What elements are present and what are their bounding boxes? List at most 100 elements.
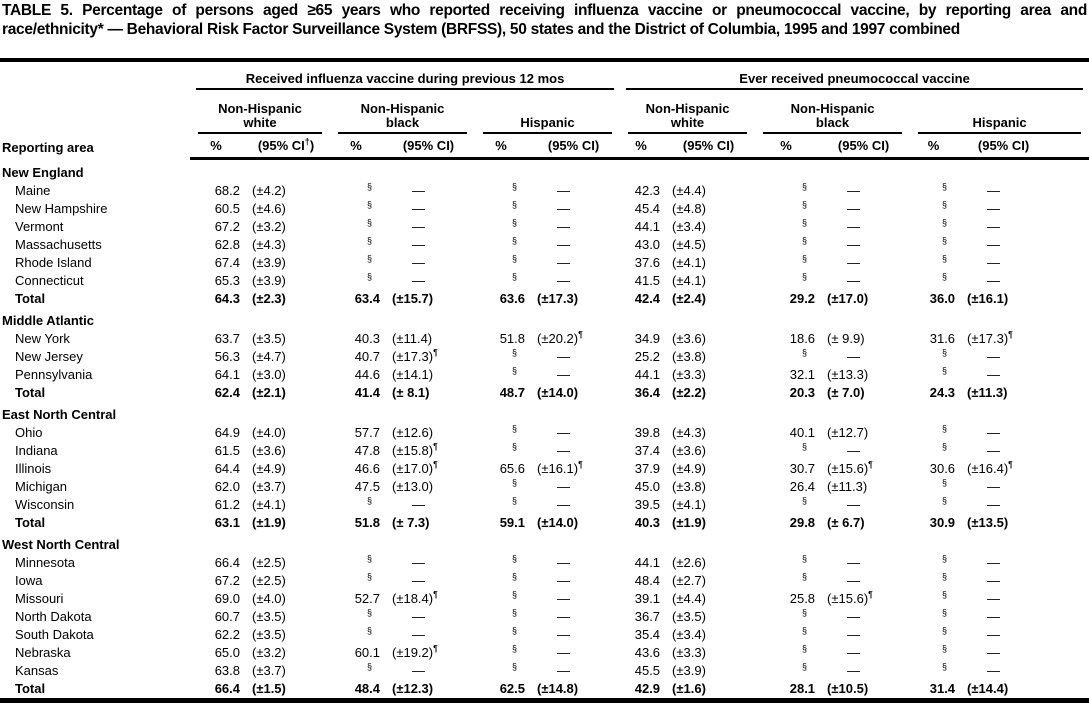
ci-cell: — <box>557 237 570 252</box>
pct-cell: § <box>366 235 372 246</box>
pct-cell: § <box>942 271 948 282</box>
table-row: Nebraska 65.0 (±3.2) 60.1 (±19.2)¶ § — 43.6 (±3.… <box>0 644 1089 662</box>
pct-cell: § <box>942 625 948 636</box>
row-label: Iowa <box>15 573 43 588</box>
subheader-pneumo-nonhispanic-white: Non-Hispanic white <box>620 90 755 134</box>
ci-cell: — <box>987 609 1001 624</box>
ci-cell: (±4.2) <box>252 183 286 198</box>
ci-cell: (±16.4)¶ <box>967 459 1013 476</box>
ci-cell: (± 9.9) <box>827 331 865 346</box>
ci-cell: (±16.1) <box>967 291 1009 306</box>
pct-cell: § <box>942 199 948 210</box>
ci-cell: (±3.9) <box>252 255 286 270</box>
subheader-pneumo-hispanic: Hispanic <box>910 90 1089 134</box>
ci-cell: (±10.5) <box>827 681 869 696</box>
pct-cell: § <box>366 571 372 582</box>
pct-cell: 60.7 <box>214 609 240 624</box>
pct-cell: § <box>366 271 372 282</box>
ci-cell: (±18.4)¶ <box>392 589 438 606</box>
pct-cell: § <box>802 235 808 246</box>
table-title: TABLE 5. Percentage of persons aged ≥65 … <box>2 2 1087 38</box>
pct-cell: 41.4 <box>354 385 380 400</box>
ci-cell: — <box>987 497 1001 512</box>
ci-cell: (±3.7) <box>252 479 286 494</box>
ci-cell: (±11.3) <box>827 479 868 494</box>
pct-cell: 63.1 <box>214 515 240 530</box>
ci-cell: (±2.4) <box>672 291 706 306</box>
row-label: Total <box>15 385 46 400</box>
pct-cell: 62.0 <box>214 479 240 494</box>
filler-cell <box>1050 662 1089 680</box>
pct-cell: § <box>802 217 808 228</box>
ci-cell: — <box>557 591 570 606</box>
pct-cell: § <box>366 661 372 672</box>
pct-cell: 62.4 <box>214 385 240 400</box>
ci-cell: (±2.5) <box>252 555 286 570</box>
pct-cell: 63.6 <box>499 291 525 306</box>
ci-cell: — <box>847 443 861 458</box>
table-row: Michigan 62.0 (±3.7) 47.5 (±13.0) § — 45.0 (±3.8… <box>0 478 1089 496</box>
filler-cell <box>1050 680 1089 701</box>
table-row: New Hampshire 60.5 (±4.6) § — § — 45.4 (±4.8) § — §… <box>0 200 1089 218</box>
pct-cell: § <box>366 217 372 228</box>
ci-cell: — <box>412 663 425 678</box>
filler-cell <box>1050 554 1089 572</box>
pct-cell: § <box>366 495 372 506</box>
col-header-pct: % <box>755 134 818 160</box>
col-header-pct: % <box>190 134 242 160</box>
row-label: Rhode Island <box>15 255 92 270</box>
pct-cell: 45.4 <box>634 201 661 216</box>
pct-cell: 67.2 <box>214 219 240 234</box>
pct-cell: § <box>942 441 948 452</box>
pct-cell: § <box>366 553 372 564</box>
ci-cell: — <box>412 273 425 288</box>
pct-cell: 43.0 <box>634 237 661 252</box>
pct-cell: 47.8 <box>354 443 380 458</box>
group-header-row: Reporting area Received influenza vaccin… <box>0 60 1089 155</box>
filler-cell <box>1050 272 1089 290</box>
ci-cell: (± 8.1) <box>392 385 430 400</box>
table-row: Connecticut 65.3 (±3.9) § — § — 41.5 (±4.1) § — § — <box>0 272 1089 290</box>
pct-cell: § <box>366 181 372 192</box>
row-label: Total <box>15 291 46 306</box>
row-label: Nebraska <box>15 645 71 660</box>
row-label: Connecticut <box>15 273 84 288</box>
pct-cell: 44.6 <box>354 367 380 382</box>
row-label: South Dakota <box>15 627 94 642</box>
ci-cell: (±4.7) <box>252 349 286 364</box>
ci-cell: (±1.6) <box>672 681 706 696</box>
filler-cell <box>1050 590 1089 608</box>
row-label: New Hampshire <box>15 201 108 216</box>
pct-cell: § <box>942 661 948 672</box>
pct-cell: § <box>511 625 517 636</box>
ci-cell: — <box>987 349 1001 364</box>
row-label: Vermont <box>15 219 64 234</box>
ci-cell: — <box>847 663 861 678</box>
pct-cell: § <box>511 441 517 452</box>
pct-cell: 44.1 <box>634 555 661 570</box>
pct-cell: 25.2 <box>634 349 661 364</box>
ci-cell: — <box>987 367 1001 382</box>
pct-cell: § <box>511 271 517 282</box>
pct-cell: 57.7 <box>354 425 380 440</box>
ci-cell: — <box>987 443 1001 458</box>
ci-cell: (±1.9) <box>672 515 706 530</box>
ci-cell: — <box>987 627 1001 642</box>
filler-cell <box>1050 384 1089 402</box>
ci-cell: — <box>847 645 861 660</box>
filler-cell <box>1050 460 1089 478</box>
row-label: Massachusetts <box>15 237 102 252</box>
ci-cell: (±19.2)¶ <box>392 643 438 660</box>
ci-cell: — <box>847 497 861 512</box>
pct-cell: 30.9 <box>929 515 956 530</box>
ci-cell: (±3.9) <box>672 663 706 678</box>
row-label: Pennsylvania <box>15 367 93 382</box>
ci-cell: — <box>987 645 1001 660</box>
pct-cell: § <box>802 441 808 452</box>
ci-cell: (±17.3)¶ <box>967 329 1013 346</box>
pct-cell: 66.4 <box>214 555 240 570</box>
pct-cell: 20.3 <box>789 385 816 400</box>
ci-cell: — <box>847 273 861 288</box>
ci-cell: — <box>987 273 1001 288</box>
ci-cell: (±4.1) <box>672 497 706 512</box>
